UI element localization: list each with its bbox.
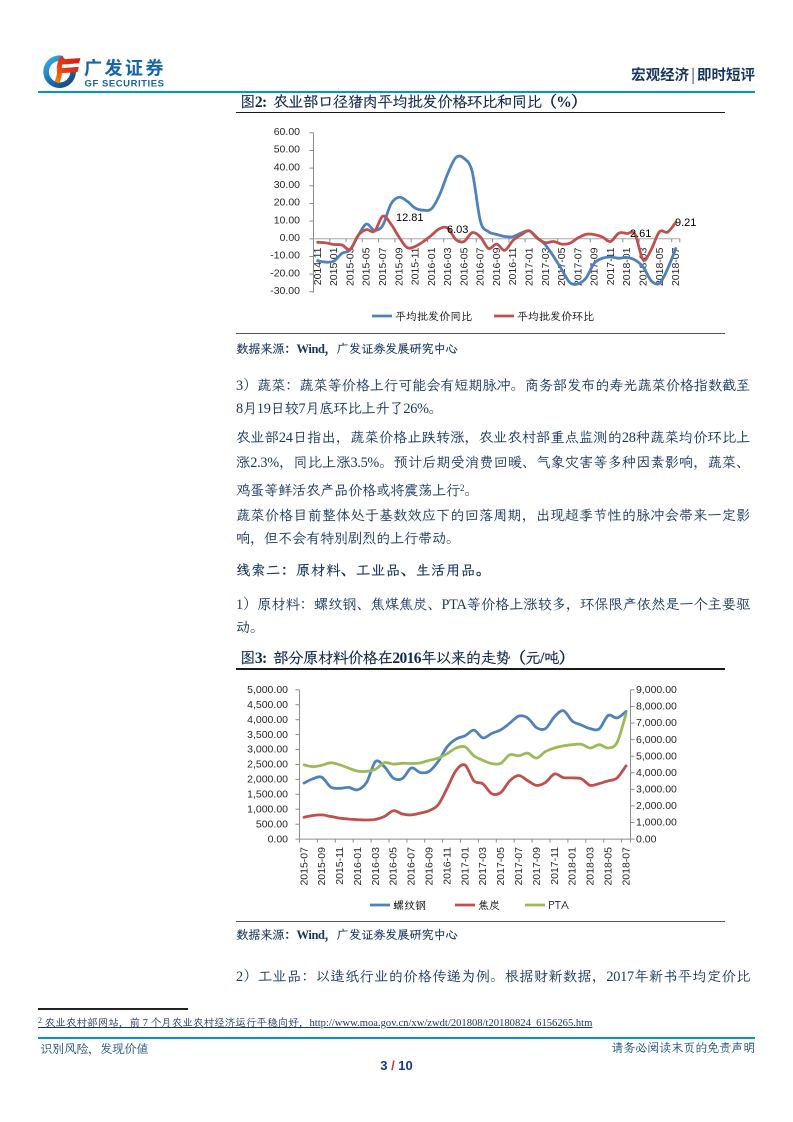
svg-text:5,000.00: 5,000.00 (636, 750, 677, 762)
svg-text:-20.00: -20.00 (270, 267, 300, 279)
svg-text:2018-01: 2018-01 (621, 247, 633, 286)
svg-text:2018-01: 2018-01 (567, 847, 579, 886)
svg-text:GF SECURITIES: GF SECURITIES (85, 79, 165, 90)
svg-text:3,000.00: 3,000.00 (636, 784, 677, 796)
svg-text:-10.00: -10.00 (270, 250, 300, 262)
svg-text:2016-09: 2016-09 (491, 247, 503, 286)
svg-text:广发证券: 广发证券 (84, 55, 166, 81)
svg-text:螺纹钢: 螺纹钢 (393, 899, 426, 913)
svg-text:2017-01: 2017-01 (524, 247, 536, 286)
svg-text:2016-11: 2016-11 (507, 247, 519, 285)
svg-text:8,000.00: 8,000.00 (636, 701, 677, 713)
svg-text:7,000.00: 7,000.00 (636, 717, 677, 729)
svg-text:2018-07: 2018-07 (670, 247, 682, 286)
svg-text:6,000.00: 6,000.00 (636, 734, 677, 746)
svg-text:2018-03: 2018-03 (585, 847, 597, 886)
svg-text:平均批发价同比: 平均批发价同比 (395, 310, 472, 324)
svg-text:2017-11: 2017-11 (605, 247, 617, 285)
svg-text:5,000.00: 5,000.00 (247, 684, 288, 696)
svg-text:2016-05: 2016-05 (458, 247, 470, 286)
svg-text:2016-05: 2016-05 (388, 847, 400, 886)
svg-text:2014-11: 2014-11 (312, 247, 324, 285)
svg-text:2018-07: 2018-07 (620, 847, 632, 886)
svg-text:2015-09: 2015-09 (393, 247, 405, 286)
svg-text:2,000.00: 2,000.00 (247, 774, 288, 786)
svg-text:4,500.00: 4,500.00 (247, 699, 288, 711)
svg-text:10.00: 10.00 (274, 214, 300, 226)
svg-text:2015-11: 2015-11 (334, 847, 346, 885)
svg-text:2017-03: 2017-03 (540, 247, 552, 286)
svg-text:1,500.00: 1,500.00 (247, 789, 288, 801)
svg-text:2018-05: 2018-05 (654, 247, 666, 286)
svg-text:50.00: 50.00 (274, 144, 300, 156)
svg-text:2015-01: 2015-01 (328, 247, 340, 286)
svg-text:平均批发价环比: 平均批发价环比 (517, 310, 594, 324)
svg-text:2017-07: 2017-07 (572, 247, 584, 286)
svg-text:2018-05: 2018-05 (602, 847, 614, 886)
svg-text:2017-09: 2017-09 (589, 247, 601, 286)
svg-text:2017-05: 2017-05 (495, 847, 507, 886)
svg-text:2015-05: 2015-05 (361, 247, 373, 286)
svg-text:2,000.00: 2,000.00 (636, 800, 677, 812)
svg-text:-30.00: -30.00 (270, 285, 300, 297)
svg-text:2016-11: 2016-11 (441, 847, 453, 885)
svg-text:3,000.00: 3,000.00 (247, 744, 288, 756)
svg-text:2015-11: 2015-11 (410, 247, 422, 285)
svg-text:500.00: 500.00 (256, 818, 288, 830)
svg-text:0.00: 0.00 (268, 833, 289, 845)
svg-text:2017-01: 2017-01 (459, 847, 471, 886)
svg-text:40.00: 40.00 (274, 161, 300, 173)
svg-text:2015-07: 2015-07 (298, 847, 310, 886)
svg-text:3,500.00: 3,500.00 (247, 729, 288, 741)
svg-text:2016-07: 2016-07 (406, 847, 418, 886)
svg-text:0.00: 0.00 (636, 833, 657, 845)
svg-text:60.00: 60.00 (274, 126, 300, 138)
svg-text:30.00: 30.00 (274, 179, 300, 191)
svg-text:2017-09: 2017-09 (531, 847, 543, 886)
svg-text:4,000.00: 4,000.00 (247, 714, 288, 726)
svg-text:2015-07: 2015-07 (377, 247, 389, 286)
svg-text:2.61: 2.61 (630, 228, 651, 240)
svg-text:2017-07: 2017-07 (513, 847, 525, 886)
svg-text:2017-03: 2017-03 (477, 847, 489, 886)
svg-text:9,000.00: 9,000.00 (636, 684, 677, 696)
svg-text:1,000.00: 1,000.00 (636, 817, 677, 829)
svg-text:9.21: 9.21 (675, 217, 696, 229)
svg-text:1,000.00: 1,000.00 (247, 803, 288, 815)
svg-text:4,000.00: 4,000.00 (636, 767, 677, 779)
svg-text:20.00: 20.00 (274, 197, 300, 209)
svg-text:2016-01: 2016-01 (352, 847, 364, 886)
svg-text:2016-03: 2016-03 (442, 247, 454, 286)
svg-text:2016-01: 2016-01 (426, 247, 438, 286)
svg-text:焦炭: 焦炭 (478, 899, 500, 913)
svg-text:2015-03: 2015-03 (344, 247, 356, 286)
svg-text:2,500.00: 2,500.00 (247, 759, 288, 771)
svg-text:2015-09: 2015-09 (316, 847, 328, 886)
svg-text:2016-03: 2016-03 (370, 847, 382, 886)
svg-text:PTA: PTA (548, 899, 569, 913)
svg-text:2016-07: 2016-07 (475, 247, 487, 286)
svg-text:12.81: 12.81 (396, 212, 424, 224)
svg-text:2016-09: 2016-09 (424, 847, 436, 886)
svg-text:6.03: 6.03 (447, 224, 468, 236)
svg-text:0.00: 0.00 (280, 232, 301, 244)
svg-text:2017-11: 2017-11 (549, 847, 561, 885)
